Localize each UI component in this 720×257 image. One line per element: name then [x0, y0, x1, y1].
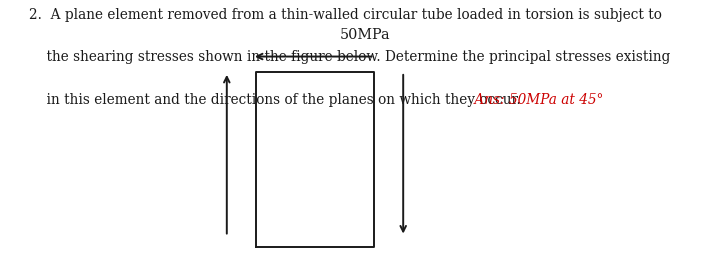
Text: Ans: 50MPa at 45°: Ans: 50MPa at 45°: [470, 93, 603, 106]
Text: in this element and the directions of the planes on which they occur.: in this element and the directions of th…: [29, 93, 521, 106]
Text: the shearing stresses shown in the figure below. Determine the principal stresse: the shearing stresses shown in the figur…: [29, 50, 670, 64]
Text: 50MPa: 50MPa: [340, 29, 391, 42]
Text: 2.  A plane element removed from a thin-walled circular tube loaded in torsion i: 2. A plane element removed from a thin-w…: [29, 8, 662, 22]
